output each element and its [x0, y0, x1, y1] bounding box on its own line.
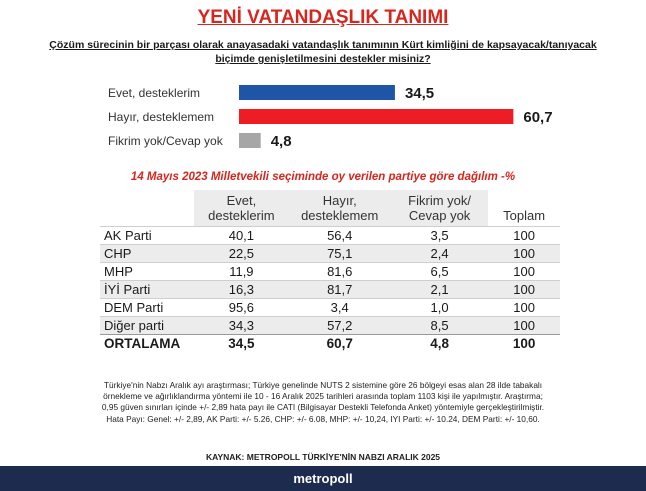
- cell-yes: 40,1: [194, 226, 289, 245]
- cell-total: 100: [488, 244, 560, 263]
- bar-1: [239, 109, 514, 124]
- brand-footer: metropoll: [0, 466, 646, 491]
- cell-yes: 16,3: [194, 280, 289, 299]
- header-total: Toplam: [503, 208, 546, 223]
- cell-no: 81,6: [288, 262, 391, 281]
- cell-no-opinion: 4,8: [390, 334, 489, 352]
- bar-category-label: Hayır, desteklemem: [108, 110, 214, 124]
- cell-party: ORTALAMA: [100, 334, 195, 352]
- cell-total: 100: [488, 262, 560, 281]
- survey-question: Çözüm sürecinin bir parçası olarak anaya…: [49, 39, 597, 65]
- cell-no: 81,7: [288, 280, 391, 299]
- table-row: Diğer parti 34,3 57,2 8,5 100: [100, 316, 560, 335]
- table-row: CHP 22,5 75,1 2,4 100: [100, 244, 560, 263]
- cell-party: Diğer parti: [100, 316, 195, 335]
- cell-no-opinion: 1,0: [390, 298, 489, 317]
- cell-no-opinion: 8,5: [390, 316, 489, 335]
- table-row: İYİ Parti 16,3 81,7 2,1 100: [100, 280, 560, 299]
- bar-value-label: 4,8: [271, 133, 292, 150]
- cell-no-opinion: 2,4: [390, 244, 489, 263]
- cell-no-opinion: 6,5: [390, 262, 489, 281]
- bar-value-label: 34,5: [405, 85, 434, 102]
- cell-no: 60,7: [288, 334, 391, 352]
- bar-category-label: Fikrim yok/Cevap yok: [108, 134, 224, 148]
- cell-yes: 22,5: [194, 244, 289, 263]
- table-row: MHP 11,9 81,6 6,5 100: [100, 262, 560, 281]
- cell-party: DEM Parti: [100, 298, 195, 317]
- bar-category-label: Evet, desteklerim: [108, 86, 200, 100]
- header-no: Hayır, desteklemem: [288, 190, 391, 227]
- bar-2: [239, 133, 261, 148]
- cell-total: 100: [488, 226, 560, 245]
- cell-party: İYİ Parti: [100, 280, 195, 299]
- cell-total: 100: [488, 316, 560, 335]
- cell-total: 100: [488, 280, 560, 299]
- header-no-opinion: Fikrim yok/ Cevap yok: [390, 190, 489, 227]
- party-breakdown-table: Evet, desteklerim Hayır, desteklemem Fik…: [100, 190, 560, 352]
- cell-no: 75,1: [288, 244, 391, 263]
- cell-no: 57,2: [288, 316, 391, 335]
- cell-yes: 95,6: [194, 298, 289, 317]
- header-yes: Evet, desteklerim: [194, 190, 289, 227]
- breakdown-subtitle: 14 Mayıs 2023 Milletvekili seçiminde oy …: [130, 171, 516, 183]
- support-bar-chart: Evet, desteklerim 34,5 Hayır, desteklemem 6…: [108, 85, 553, 150]
- cell-total: 100: [488, 334, 560, 352]
- cell-no: 3,4: [288, 298, 391, 317]
- table-row: AK Parti 40,1 56,4 3,5 100: [100, 226, 560, 245]
- cell-no-opinion: 3,5: [390, 226, 489, 245]
- cell-no: 56,4: [288, 226, 391, 245]
- cell-yes: 34,3: [194, 316, 289, 335]
- cell-yes: 11,9: [194, 262, 289, 281]
- source-line: KAYNAK: METROPOLL TÜRKİYE'NİN NABZI ARAL…: [205, 452, 441, 462]
- bar-0: [239, 85, 395, 100]
- cell-yes: 34,5: [194, 334, 289, 352]
- page-title: YENİ VATANDAŞLIK TANIMI: [197, 7, 449, 28]
- bar-value-label: 60,7: [523, 109, 552, 126]
- cell-party: MHP: [100, 262, 195, 281]
- cell-total: 100: [488, 298, 560, 317]
- cell-party: AK Parti: [100, 226, 195, 245]
- table-header-row: Evet, desteklerim Hayır, desteklemem Fik…: [100, 190, 560, 227]
- header-party: [100, 190, 194, 227]
- cell-no-opinion: 2,1: [390, 280, 489, 299]
- methodology-note: Türkiye'nin Nabzı Aralık ayı araştırması…: [101, 380, 545, 424]
- table-average-row: ORTALAMA 34,5 60,7 4,8 100: [100, 334, 560, 352]
- table-row: DEM Parti 95,6 3,4 1,0 100: [100, 298, 560, 317]
- cell-party: CHP: [100, 244, 195, 263]
